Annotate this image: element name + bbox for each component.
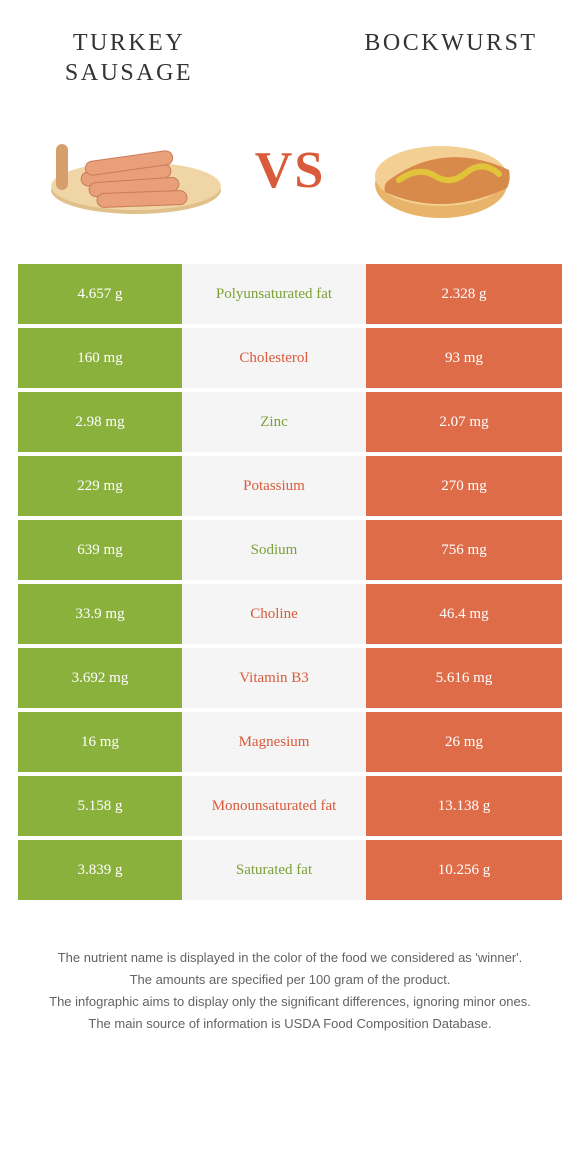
left-value: 160 mg xyxy=(18,328,182,388)
table-row: 3.839 gSaturated fat10.256 g xyxy=(18,840,562,900)
right-value: 46.4 mg xyxy=(366,584,562,644)
footer-line: The infographic aims to display only the… xyxy=(32,992,548,1012)
nutrient-label: Saturated fat xyxy=(182,840,366,900)
left-food-title: TURKEY SAUSAGE xyxy=(18,28,240,88)
nutrient-label: Choline xyxy=(182,584,366,644)
right-value: 26 mg xyxy=(366,712,562,772)
nutrient-label: Monounsaturated fat xyxy=(182,776,366,836)
left-value: 3.692 mg xyxy=(18,648,182,708)
right-value: 5.616 mg xyxy=(366,648,562,708)
left-value: 639 mg xyxy=(18,520,182,580)
nutrient-label: Sodium xyxy=(182,520,366,580)
table-row: 33.9 mgCholine46.4 mg xyxy=(18,584,562,644)
nutrient-label: Cholesterol xyxy=(182,328,366,388)
left-value: 3.839 g xyxy=(18,840,182,900)
nutrient-label: Vitamin B3 xyxy=(182,648,366,708)
left-value: 2.98 mg xyxy=(18,392,182,452)
right-value: 2.07 mg xyxy=(366,392,562,452)
nutrient-label: Potassium xyxy=(182,456,366,516)
right-food-image xyxy=(325,110,562,230)
right-value: 93 mg xyxy=(366,328,562,388)
left-value: 4.657 g xyxy=(18,264,182,324)
nutrient-label: Polyunsaturated fat xyxy=(182,264,366,324)
infographic: TURKEY SAUSAGE BOCKWURST VS xyxy=(0,0,580,1077)
right-value: 756 mg xyxy=(366,520,562,580)
table-row: 16 mgMagnesium26 mg xyxy=(18,712,562,772)
footer-line: The main source of information is USDA F… xyxy=(32,1014,548,1034)
hero-row: VS xyxy=(18,110,562,230)
nutrient-label: Zinc xyxy=(182,392,366,452)
title-row: TURKEY SAUSAGE BOCKWURST xyxy=(18,28,562,88)
footer-line: The nutrient name is displayed in the co… xyxy=(32,948,548,968)
left-value: 16 mg xyxy=(18,712,182,772)
left-value: 5.158 g xyxy=(18,776,182,836)
right-value: 270 mg xyxy=(366,456,562,516)
footer-line: The amounts are specified per 100 gram o… xyxy=(32,970,548,990)
table-row: 160 mgCholesterol93 mg xyxy=(18,328,562,388)
right-food-title: BOCKWURST xyxy=(340,28,562,58)
right-value: 13.138 g xyxy=(366,776,562,836)
nutrient-label: Magnesium xyxy=(182,712,366,772)
table-row: 5.158 gMonounsaturated fat13.138 g xyxy=(18,776,562,836)
table-row: 4.657 gPolyunsaturated fat2.328 g xyxy=(18,264,562,324)
comparison-table: 4.657 gPolyunsaturated fat2.328 g160 mgC… xyxy=(18,264,562,900)
table-row: 639 mgSodium756 mg xyxy=(18,520,562,580)
vs-label: VS xyxy=(255,141,325,200)
table-row: 229 mgPotassium270 mg xyxy=(18,456,562,516)
table-row: 2.98 mgZinc2.07 mg xyxy=(18,392,562,452)
left-value: 33.9 mg xyxy=(18,584,182,644)
left-food-image xyxy=(18,110,255,230)
table-row: 3.692 mgVitamin B35.616 mg xyxy=(18,648,562,708)
footer-notes: The nutrient name is displayed in the co… xyxy=(18,948,562,1035)
left-value: 229 mg xyxy=(18,456,182,516)
right-value: 2.328 g xyxy=(366,264,562,324)
right-value: 10.256 g xyxy=(366,840,562,900)
